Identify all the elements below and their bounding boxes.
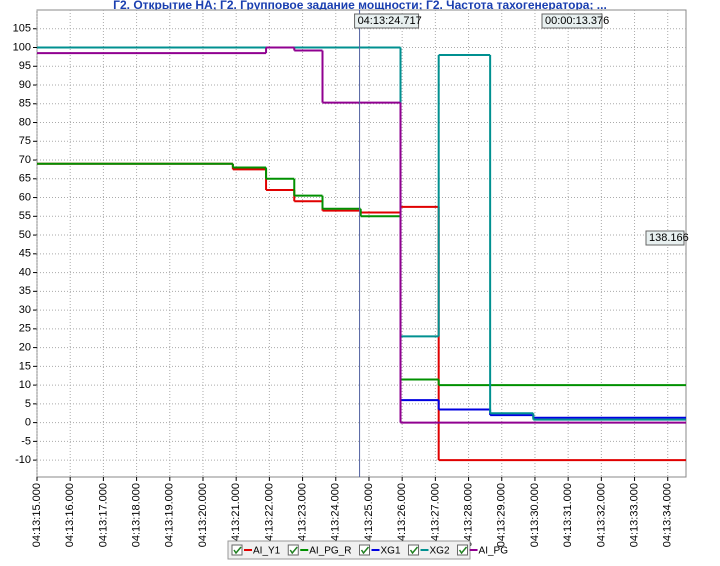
x-tick-label: 04:13:22.000: [263, 483, 275, 547]
legend-check: [360, 546, 370, 555]
y-tick-label: 45: [19, 248, 31, 260]
x-tick-label: 04:13:32.000: [595, 483, 607, 547]
x-tick-label: 04:13:21.000: [230, 483, 242, 547]
y-tick-label: 95: [19, 60, 31, 72]
y-tick-label: 90: [19, 79, 31, 91]
x-tick-label: 04:13:17.000: [97, 483, 109, 547]
legend-checkbox: [359, 544, 370, 556]
x-tick-label: 04:13:25.000: [363, 483, 375, 547]
x-tick-label: 04:13:27.000: [429, 483, 441, 547]
y-tick-label: 20: [19, 341, 31, 353]
legend-checkbox: [231, 544, 243, 556]
y-tick-label: -10: [15, 454, 31, 466]
x-tick-label: 04:13:23.000: [296, 483, 308, 547]
x-tick-label: 04:13:30.000: [529, 483, 541, 547]
y-tick-label: 0: [25, 417, 31, 429]
legend-label: AI_Y1: [253, 546, 281, 557]
annotation-box: [541, 13, 603, 29]
x-tick-label: 04:13:29.000: [496, 483, 508, 547]
x-tick-label: 04:13:33.000: [628, 483, 640, 547]
y-tick-label: 100: [13, 41, 31, 53]
y-tick-label: 50: [19, 229, 31, 241]
y-tick-label: 70: [19, 154, 31, 166]
annotation: 00:00:13.376: [545, 15, 609, 27]
legend-label: AI_PG: [479, 546, 509, 557]
x-tick-label: 04:13:19.000: [164, 483, 176, 547]
y-tick-label: 5: [25, 398, 31, 410]
legend-label: XG1: [381, 546, 401, 557]
x-tick-label: 04:13:28.000: [462, 483, 474, 547]
legend-check: [458, 546, 468, 555]
legend-checkbox: [287, 544, 299, 556]
annotation-box: [645, 230, 685, 246]
legend-check: [289, 546, 298, 555]
x-tick-label: 04:13:20.000: [197, 483, 209, 547]
legend-item: XG1: [359, 544, 401, 557]
x-tick-label: 04:13:34.000: [662, 483, 674, 547]
y-tick-label: 55: [19, 210, 31, 222]
y-tick-label: 75: [19, 135, 31, 147]
y-tick-label: 25: [19, 323, 31, 335]
y-tick-label: 85: [19, 98, 31, 110]
x-tick-label: 04:13:26.000: [396, 483, 408, 547]
y-tick-label: 60: [19, 191, 31, 203]
chart-title: Г2. Открытие НА; Г2. Групповое задание м…: [113, 0, 607, 12]
cursor-label: 04:13:24.717: [358, 15, 422, 27]
x-tick-label: 04:13:31.000: [562, 483, 574, 547]
annotation: 138.166: [649, 232, 689, 244]
legend-item: AI_PG_R: [287, 544, 352, 557]
legend-check: [409, 546, 419, 555]
legend-item: AI_PG: [457, 544, 509, 557]
y-tick-label: 10: [19, 379, 31, 391]
y-tick-label: 40: [19, 266, 31, 278]
legend-checkbox: [457, 544, 469, 556]
x-tick-label: 04:13:15.000: [31, 483, 43, 547]
legend-label: XG2: [430, 546, 450, 557]
y-tick-label: 80: [19, 116, 31, 128]
legend-checkbox: [408, 544, 420, 556]
plot-area: [36, 9, 687, 478]
y-tick-label: 30: [19, 304, 31, 316]
x-tick-label: 04:13:16.000: [64, 483, 76, 547]
y-tick-label: 65: [19, 173, 31, 185]
x-tick-label: 04:13:24.000: [330, 483, 342, 547]
legend-check: [233, 546, 242, 555]
legend-label: AI_PG_R: [309, 546, 351, 557]
x-tick-label: 04:13:18.000: [130, 483, 142, 547]
y-tick-label: -5: [21, 435, 31, 447]
y-tick-label: 35: [19, 285, 31, 297]
legend-item: AI_Y1: [231, 544, 281, 557]
legend-item: XG2: [408, 544, 450, 557]
cursor-label-box: [354, 13, 420, 29]
y-tick-label: 15: [19, 360, 31, 372]
y-tick-label: 105: [13, 23, 31, 35]
